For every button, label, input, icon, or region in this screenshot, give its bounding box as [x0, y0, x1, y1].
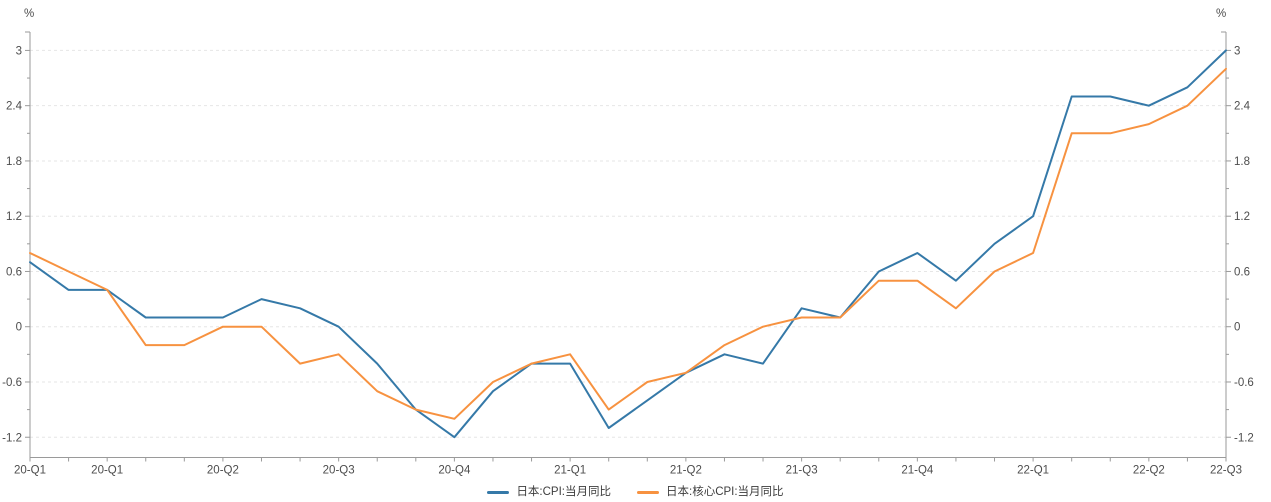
x-tick-label: 21-Q3 — [786, 465, 818, 477]
x-tick-label: 20-Q4 — [438, 465, 471, 477]
y-tick-label-left: 3 — [16, 45, 22, 57]
x-tick-label: 20-Q2 — [207, 465, 239, 477]
legend-line-swatch-icon — [637, 490, 659, 494]
x-tick-label: 21-Q4 — [901, 465, 934, 477]
y-tick-label-right: 1.2 — [1234, 211, 1250, 223]
chart-legend: 日本:CPI:当月同比 日本:核心CPI:当月同比 — [0, 485, 1271, 499]
x-tick-label: 20-Q1 — [14, 465, 46, 477]
y-tick-label-right: -0.6 — [1234, 377, 1254, 389]
y-tick-label-left: 0.6 — [6, 266, 22, 278]
x-tick-label: 22-Q1 — [1017, 465, 1049, 477]
legend-item-japan-core-cpi[interactable]: 日本:核心CPI:当月同比 — [637, 485, 784, 499]
x-tick-label: 22-Q2 — [1133, 465, 1165, 477]
x-tick-label: 20-Q3 — [323, 465, 355, 477]
legend-label-japan-core-cpi: 日本:核心CPI:当月同比 — [666, 486, 784, 498]
series-line-japan-cpi — [29, 49, 1227, 439]
x-tick-label: 20-Q1 — [91, 465, 123, 477]
legend-item-japan-cpi[interactable]: 日本:CPI:当月同比 — [487, 485, 611, 499]
y-tick-label-right: 2.4 — [1234, 101, 1251, 113]
x-tick-label: 22-Q3 — [1210, 465, 1242, 477]
series-line-japan-core-cpi — [29, 67, 1227, 420]
y-tick-label-right: 3 — [1234, 45, 1240, 57]
legend-label-japan-cpi: 日本:CPI:当月同比 — [516, 486, 611, 498]
y-tick-label-left: -0.6 — [2, 377, 22, 389]
y-axis-unit-right: % — [1216, 8, 1227, 20]
y-tick-label-left: 0 — [16, 322, 22, 334]
y-tick-label-left: 1.8 — [6, 156, 22, 168]
legend-line-swatch-icon — [487, 490, 510, 494]
y-tick-label-right: 1.8 — [1234, 156, 1250, 168]
y-tick-label-left: -1.2 — [2, 432, 22, 444]
x-tick-label: 21-Q1 — [554, 465, 586, 477]
y-axis-unit-left: % — [24, 8, 35, 20]
y-tick-label-left: 1.2 — [6, 211, 22, 223]
y-tick-label-right: 0 — [1234, 322, 1240, 334]
x-tick-label: 21-Q2 — [670, 465, 702, 477]
y-tick-label-right: 0.6 — [1234, 266, 1250, 278]
y-tick-label-right: -1.2 — [1234, 432, 1254, 444]
y-tick-label-left: 2.4 — [6, 101, 23, 113]
